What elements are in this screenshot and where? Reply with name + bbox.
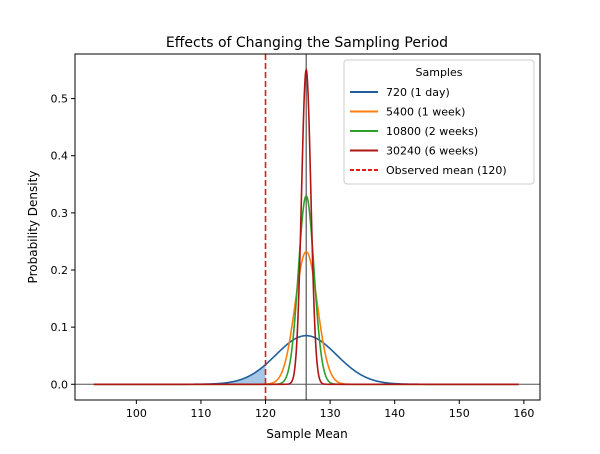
x-tick-label: 110 (190, 407, 211, 420)
legend-label: 5400 (1 week) (386, 106, 465, 119)
chart-title: Effects of Changing the Sampling Period (166, 35, 448, 51)
plot-area (75, 54, 540, 400)
x-tick-label: 160 (513, 407, 534, 420)
x-tick-label: 140 (384, 407, 405, 420)
y-tick-label: 0.1 (51, 321, 69, 334)
legend-box (343, 59, 535, 185)
legend-title: Samples (416, 66, 463, 79)
x-tick-label: 100 (126, 407, 147, 420)
y-axis-label: Probability Density (26, 171, 40, 284)
series-line-3 (93, 67, 519, 386)
y-tick-label: 0.2 (51, 264, 69, 277)
y-tick-label: 0.3 (51, 207, 69, 220)
x-tick-label: 130 (320, 407, 341, 420)
y-tick-label: 0.4 (51, 150, 69, 163)
y-tick-label: 0.5 (51, 93, 69, 106)
legend-label: 30240 (6 weeks) (386, 145, 478, 158)
x-tick-label: 120 (255, 407, 276, 420)
y-tick-label: 0.0 (51, 378, 69, 391)
legend: Samples 720 (1 day) 5400 (1 week) 10800 (2 … (343, 59, 535, 185)
legend-label: Observed mean (120) (386, 164, 507, 177)
legend-label: 10800 (2 weeks) (386, 125, 478, 138)
y-axis: 0.0 0.1 0.2 0.3 0.4 0.5 (51, 93, 75, 391)
x-axis-label: Sample Mean (266, 427, 348, 441)
x-axis: 100 110 120 130 140 150 160 (126, 400, 534, 420)
x-tick-label: 150 (449, 407, 470, 420)
legend-label: 720 (1 day) (386, 86, 450, 99)
plot-frame (74, 53, 541, 401)
shaded-area (93, 364, 266, 385)
